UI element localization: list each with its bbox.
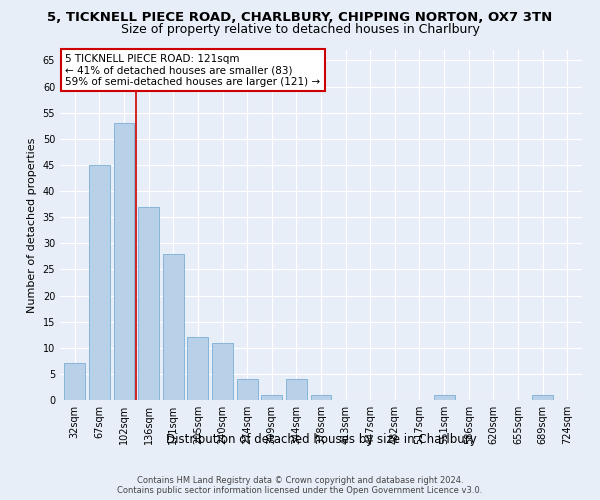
- Text: 5 TICKNELL PIECE ROAD: 121sqm
← 41% of detached houses are smaller (83)
59% of s: 5 TICKNELL PIECE ROAD: 121sqm ← 41% of d…: [65, 54, 320, 86]
- Text: 5, TICKNELL PIECE ROAD, CHARLBURY, CHIPPING NORTON, OX7 3TN: 5, TICKNELL PIECE ROAD, CHARLBURY, CHIPP…: [47, 11, 553, 24]
- Text: Distribution of detached houses by size in Charlbury: Distribution of detached houses by size …: [166, 432, 476, 446]
- Text: Contains HM Land Registry data © Crown copyright and database right 2024.
Contai: Contains HM Land Registry data © Crown c…: [118, 476, 482, 495]
- Bar: [212, 342, 233, 400]
- Bar: [64, 364, 85, 400]
- Bar: [187, 338, 208, 400]
- Bar: [434, 395, 455, 400]
- Bar: [261, 395, 282, 400]
- Bar: [113, 123, 134, 400]
- Bar: [286, 379, 307, 400]
- Text: Size of property relative to detached houses in Charlbury: Size of property relative to detached ho…: [121, 22, 479, 36]
- Bar: [532, 395, 553, 400]
- Bar: [89, 165, 110, 400]
- Bar: [236, 379, 257, 400]
- Bar: [311, 395, 331, 400]
- Bar: [138, 206, 159, 400]
- Y-axis label: Number of detached properties: Number of detached properties: [27, 138, 37, 312]
- Bar: [163, 254, 184, 400]
